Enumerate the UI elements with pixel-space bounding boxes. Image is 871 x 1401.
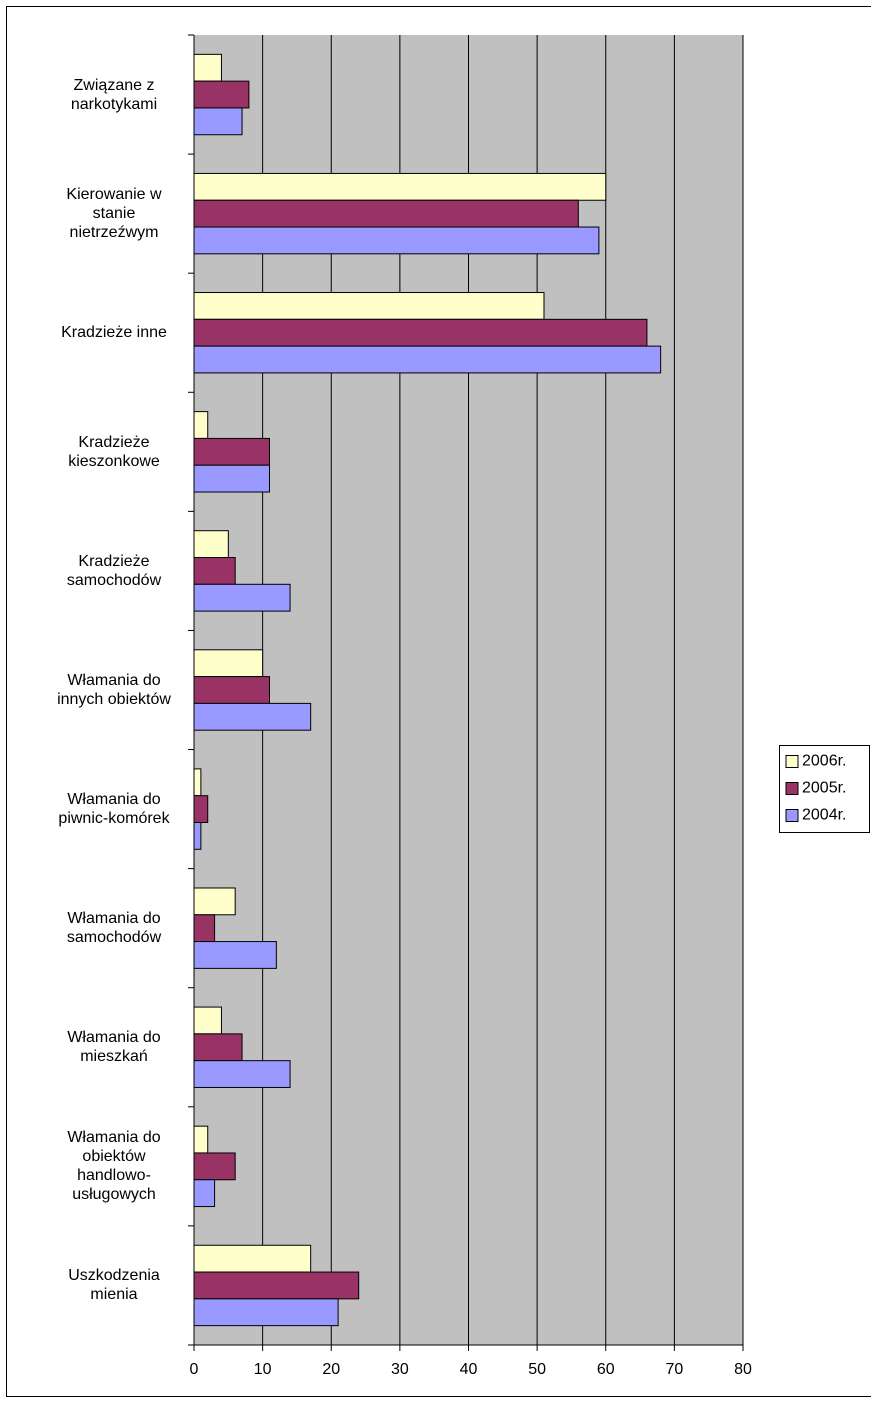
bar: [193, 821, 202, 850]
y-tick-label-box: Włamania do piwnic-komórek: [58, 791, 170, 828]
y-tick-label-box: Związane z narkotykami: [70, 76, 158, 113]
bar: [193, 199, 579, 228]
y-tick-label: Kierowanie w stanie nietrzeźwym: [66, 186, 162, 242]
x-tick-label: 20: [322, 1361, 340, 1378]
bar: [193, 1033, 243, 1062]
x-tick-label: 0: [190, 1361, 199, 1378]
x-tick-label: 50: [528, 1361, 546, 1378]
legend-swatch: [785, 809, 799, 822]
bar: [193, 318, 648, 347]
y-tick-label: Włamania do obiektów handlowo-usługowych: [67, 1129, 161, 1204]
y-tick-label-box: Kradzieże samochodów: [66, 552, 162, 589]
x-tick-label: 30: [391, 1361, 409, 1378]
bar: [193, 411, 209, 439]
y-tick-label: Włamania do innych obiektów: [57, 671, 171, 708]
y-tick-label: Kradzieże kieszonkowe: [68, 433, 160, 470]
legend-swatch: [785, 782, 799, 795]
bar: [193, 941, 277, 969]
bar: [193, 530, 229, 559]
y-tick-label-box: Włamania do obiektów handlowo-usługowych: [67, 1129, 161, 1204]
bar: [193, 1152, 236, 1181]
y-tick-label: Włamania do piwnic-komórek: [58, 791, 170, 828]
bar: [193, 226, 600, 255]
bar: [193, 768, 202, 797]
bar: [193, 1244, 312, 1273]
y-tick-label-box: Kierowanie w stanie nietrzeźwym: [66, 186, 162, 242]
legend-label: 2005r.: [802, 780, 846, 797]
x-tick-label: 40: [460, 1361, 478, 1378]
bar: [193, 1298, 339, 1327]
bar: [193, 1179, 216, 1208]
x-tick-label: 80: [734, 1361, 752, 1378]
bar: [193, 464, 270, 493]
bar: [193, 795, 209, 823]
bar: [193, 107, 243, 136]
bar: [193, 437, 270, 466]
legend-label: 2006r.: [802, 753, 846, 770]
y-tick-label: Kradzieże samochodów: [66, 552, 162, 589]
legend-swatch: [785, 755, 799, 768]
bar: [193, 914, 216, 943]
bar: [193, 1060, 291, 1088]
y-tick-label: Włamania do samochodów: [66, 910, 162, 947]
bar: [193, 1271, 360, 1300]
bar: [193, 557, 236, 585]
bar: [193, 80, 250, 109]
y-tick-label-box: Włamania do mieszkań: [67, 1029, 161, 1066]
y-tick-label: Uszkodzenia mienia: [68, 1267, 160, 1304]
y-tick-label: Związane z narkotykami: [70, 76, 158, 113]
bar: [193, 345, 662, 374]
y-tick-label-box: Kradzieże kieszonkowe: [68, 433, 160, 470]
bar: [193, 583, 291, 612]
bar: [193, 887, 236, 916]
x-tick-label: 60: [597, 1361, 615, 1378]
bar: [193, 1125, 209, 1154]
x-tick-label: 10: [254, 1361, 272, 1378]
y-tick-label: Włamania do mieszkań: [67, 1029, 161, 1066]
bar: [193, 1006, 222, 1035]
bar: [193, 172, 607, 201]
bar: [193, 53, 222, 82]
x-tick-label: 70: [665, 1361, 683, 1378]
bar: [193, 702, 312, 731]
y-tick-label-box: Uszkodzenia mienia: [68, 1267, 160, 1304]
y-tick-label-box: Kradzieże inne: [61, 324, 167, 342]
legend-label: 2004r.: [802, 807, 846, 824]
bar: [193, 649, 264, 678]
y-tick-label-box: Włamania do innych obiektów: [57, 671, 171, 708]
y-tick-label: Kradzieże inne: [61, 324, 167, 342]
y-tick-label-box: Włamania do samochodów: [66, 910, 162, 947]
bar: [193, 676, 270, 704]
bar: [193, 292, 545, 320]
